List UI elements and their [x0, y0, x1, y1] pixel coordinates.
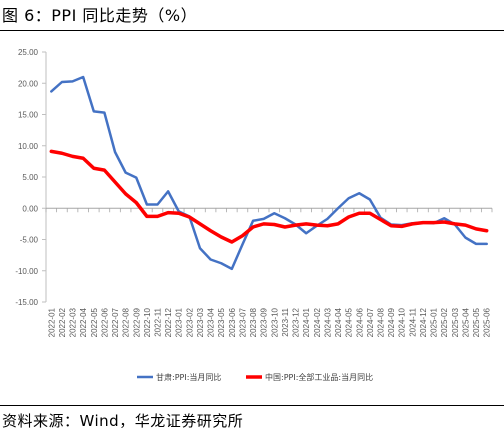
x-tick-label: 2024-11 [408, 307, 417, 336]
x-tick-label: 2024-02 [313, 307, 322, 337]
bottom-rule [0, 405, 504, 406]
x-tick-label: 2024-03 [323, 307, 332, 337]
x-axis: 2022-01 2022-02 2022-03 2022-04 2022-05 2022-… [45, 207, 493, 337]
x-tick-label: 2023-02 [185, 307, 194, 337]
y-tick-label: 5.00 [22, 173, 38, 182]
x-tick-label: 2023-07 [238, 307, 247, 337]
x-tick-label: 2024-09 [387, 307, 396, 337]
x-tick-label: 2024-07 [366, 307, 375, 337]
x-tick-label: 2025-03 [451, 307, 460, 337]
x-tick-label: 2024-12 [419, 307, 428, 337]
legend-item-gansu-label: 甘肃:PPI:当月同比 [156, 372, 221, 382]
figure-title-row: 图 6：PPI 同比走势（%） [0, 0, 504, 30]
x-tick-label: 2023-11 [281, 307, 290, 336]
source-note: 资料来源：Wind，华龙证券研究所 [2, 412, 244, 430]
x-tick-label: 2025-04 [461, 307, 470, 337]
x-tick-label: 2022-10 [143, 307, 152, 337]
x-tick-label: 2023-05 [217, 307, 226, 337]
series-line-gansu [50, 75, 488, 271]
x-tick-label: 2022-06 [100, 307, 109, 337]
x-tick-label: 2024-06 [355, 307, 364, 337]
legend: 甘肃:PPI:当月同比 中国:PPI:全部工业品:当月同比 [137, 372, 373, 382]
x-tick-label: 2023-01 [175, 307, 184, 337]
y-tick-label: -5.00 [20, 236, 39, 245]
x-tick-label: 2022-01 [47, 307, 56, 337]
y-tick-label: -10.00 [15, 267, 38, 276]
x-tick-label: 2022-04 [79, 307, 88, 337]
series-layer [49, 75, 489, 271]
x-tick-label: 2022-05 [90, 307, 99, 337]
top-rule [0, 30, 504, 31]
x-tick-label: 2023-10 [270, 307, 279, 337]
x-tick-label: 2023-08 [249, 307, 258, 337]
x-tick-label: 2023-06 [228, 307, 237, 337]
x-tick-label: 2022-08 [122, 307, 131, 337]
x-tick-label: 2022-03 [69, 307, 78, 337]
x-tick-label: 2024-05 [345, 307, 354, 337]
legend-item-china-label: 中国:PPI:全部工业品:当月同比 [265, 372, 373, 382]
x-tick-label: 2022-09 [132, 307, 141, 337]
x-tick-label: 2022-11 [154, 307, 163, 336]
x-tick-label: 2022-12 [164, 307, 173, 337]
x-tick-label: 2024-10 [398, 307, 407, 337]
y-tick-label: 25.00 [18, 48, 39, 57]
y-tick-label: -15.00 [15, 298, 38, 307]
y-tick-label: 10.00 [18, 142, 39, 151]
series-line-china [49, 149, 489, 244]
figure-title: 图 6：PPI 同比走势（%） [2, 6, 198, 25]
y-tick-label: 20.00 [18, 79, 39, 88]
x-tick-label: 2024-04 [334, 307, 343, 337]
x-tick-label: 2023-03 [196, 307, 205, 337]
x-tick-label: 2024-01 [302, 307, 311, 337]
x-tick-label: 2024-08 [377, 307, 386, 337]
x-tick-label: 2025-02 [440, 307, 449, 337]
x-tick-label: 2025-06 [483, 307, 492, 337]
ppi-line-chart: 25.00 20.00 15.00 10.00 5.00 0.00 -5.00 -10.00 -… [15, 48, 493, 382]
x-tick-label: 2022-07 [111, 307, 120, 337]
x-tick-label: 2023-04 [207, 307, 216, 337]
x-tick-label: 2025-05 [472, 307, 481, 337]
y-tick-label: 15.00 [18, 111, 39, 120]
x-tick-label: 2022-02 [58, 307, 67, 337]
x-tick-label: 2025-01 [430, 307, 439, 337]
x-tick-label: 2023-12 [292, 307, 301, 337]
y-tick-label: 0.00 [22, 204, 38, 213]
y-axis: 25.00 20.00 15.00 10.00 5.00 0.00 -5.00 -10.00 -… [15, 48, 47, 307]
x-tick-label: 2023-09 [260, 307, 269, 337]
